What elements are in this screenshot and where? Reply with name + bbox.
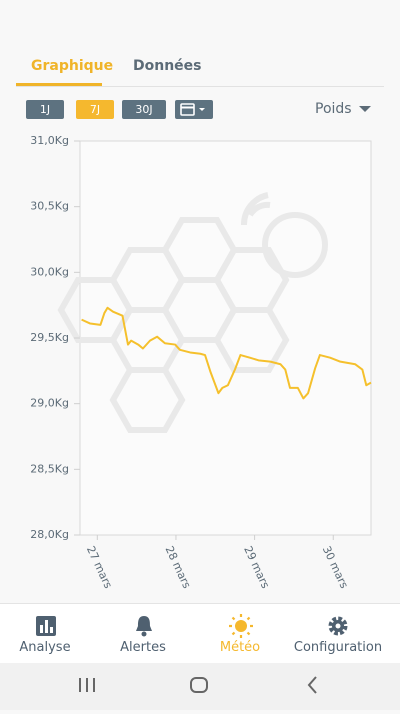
data-line xyxy=(81,306,372,400)
x-tick-label: 27 mars xyxy=(84,544,115,591)
nav-item[interactable]: Analyse xyxy=(19,640,71,655)
system-buttons xyxy=(79,676,317,694)
range-button-active[interactable]: 7J xyxy=(76,100,114,119)
watermark xyxy=(57,192,328,433)
icon-meteo xyxy=(229,614,253,638)
y-tick-label: 28,5Kg xyxy=(30,462,69,475)
x-tick-label: 29 mars xyxy=(241,544,272,591)
icon-alertes xyxy=(136,616,152,637)
system-bar xyxy=(0,663,400,710)
tab-divider xyxy=(16,86,384,87)
y-tick-label: 29,0Kg xyxy=(30,397,69,410)
tab-graph[interactable]: Graphique xyxy=(31,58,114,74)
chart: 28,0Kg 28,5Kg 29,0Kg 29,5Kg 30,0Kg 30,5Kg 31,0… xyxy=(30,134,372,591)
metric-dropdown[interactable]: Poids xyxy=(315,101,352,117)
y-tick-label: 30,0Kg xyxy=(30,265,69,278)
range-button[interactable]: 30J xyxy=(122,100,166,119)
y-tick-label: 30,5Kg xyxy=(30,200,69,213)
nav-item-active[interactable]: Météo xyxy=(219,640,261,655)
dropdown-arrow xyxy=(359,106,371,112)
calendar-icon xyxy=(180,103,205,116)
tab-underline xyxy=(16,83,102,86)
plot-area xyxy=(79,140,372,536)
y-tick-label: 29,5Kg xyxy=(30,331,69,344)
nav-item[interactable]: Alertes xyxy=(120,640,166,655)
tab-data[interactable]: Données xyxy=(133,58,202,74)
y-tick-label: 28,0Kg xyxy=(30,528,69,541)
bottom-nav xyxy=(0,603,400,664)
icon-analyse xyxy=(36,616,56,636)
icon-configuration xyxy=(328,616,348,636)
x-tick-label: 30 mars xyxy=(320,544,351,591)
x-tick-label: 28 mars xyxy=(163,544,194,591)
nav-item[interactable]: Configuration xyxy=(293,640,383,655)
calendar-button[interactable] xyxy=(175,100,213,119)
range-button[interactable]: 1J xyxy=(26,100,64,119)
y-tick-label: 31,0Kg xyxy=(30,134,69,147)
